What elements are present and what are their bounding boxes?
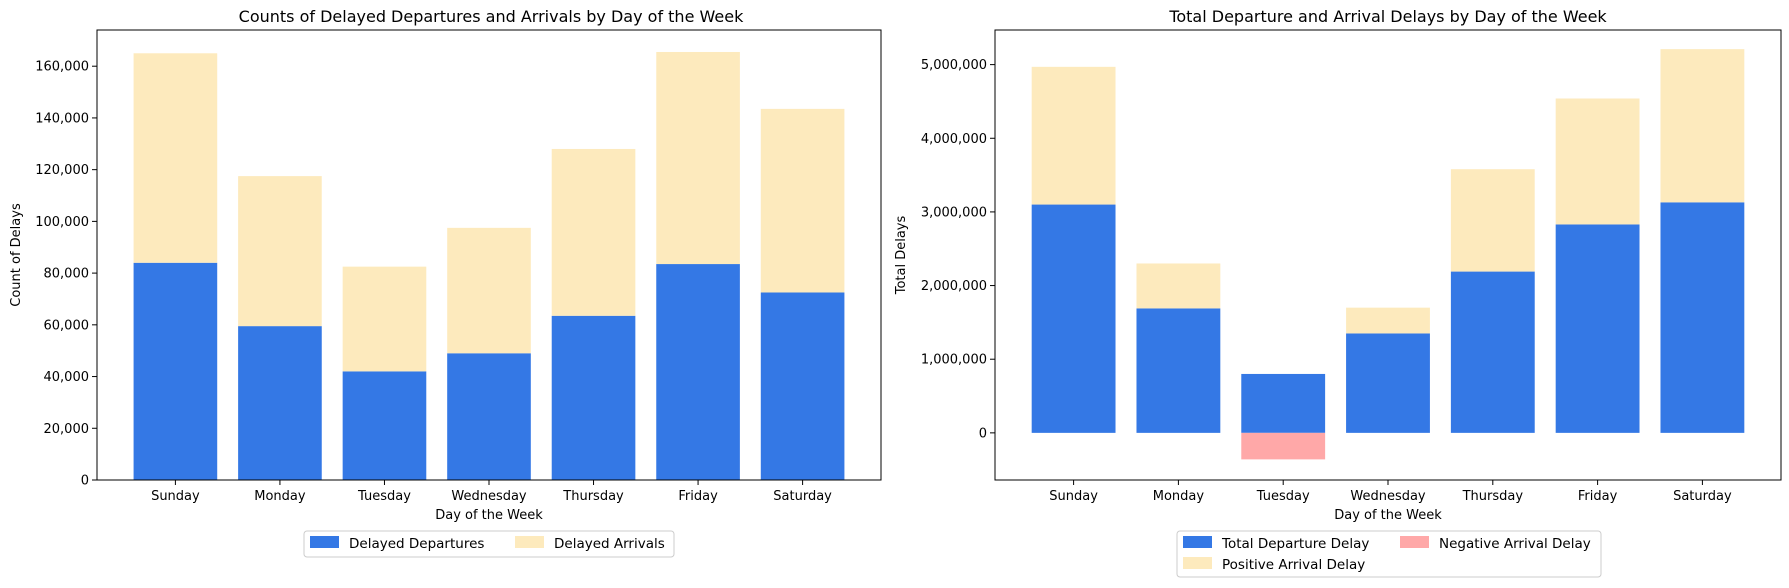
chart-left-bars bbox=[133, 51, 845, 480]
y-tick-label: 0 bbox=[81, 474, 89, 489]
y-tick-label: 100,000 bbox=[35, 215, 89, 230]
x-tick-label: Thursday bbox=[562, 489, 624, 504]
chart-left-y-axis: 0 20,000 40,000 60,000 80,000 100,000 120,000 1… bbox=[35, 60, 97, 489]
legend-label-positive-arrival-delay: Positive Arrival Delay bbox=[1222, 557, 1365, 573]
bar-positive-arrival-delay-monday bbox=[1136, 263, 1221, 309]
bar-delayed-arrivals-friday bbox=[656, 51, 740, 265]
y-tick-label: 120,000 bbox=[35, 163, 89, 178]
bar-total-departure-delay-friday bbox=[1555, 224, 1640, 433]
chart-right-legend: Total Departure Delay Positive Arrival D… bbox=[1176, 530, 1602, 578]
chart-left-legend: Delayed Departures Delayed Arrivals bbox=[303, 530, 675, 558]
chart-left-x-axis: Sunday Monday Tuesday Wednesday Thursday Frid… bbox=[151, 480, 832, 504]
x-tick-label: Tuesday bbox=[1256, 489, 1310, 504]
legend-label-negative-arrival-delay: Negative Arrival Delay bbox=[1439, 536, 1591, 552]
chart-right-x-axis-label: Day of the Week bbox=[1334, 508, 1442, 523]
y-tick-label: 3,000,000 bbox=[921, 205, 987, 220]
x-tick-label: Thursday bbox=[1462, 489, 1524, 504]
legend-swatch-delayed-departures bbox=[310, 536, 339, 548]
bar-delayed-departures-tuesday bbox=[342, 371, 427, 480]
legend-frame bbox=[1176, 530, 1602, 578]
bar-delayed-arrivals-monday bbox=[238, 176, 322, 327]
bar-positive-arrival-delay-friday bbox=[1555, 98, 1640, 225]
legend-label-delayed-arrivals: Delayed Arrivals bbox=[554, 536, 665, 552]
bar-delayed-arrivals-tuesday bbox=[342, 266, 427, 372]
x-tick-label: Tuesday bbox=[357, 489, 411, 504]
legend-swatch-positive-arrival-delay bbox=[1183, 557, 1212, 569]
chart-right-y-axis-label: Total Delays bbox=[894, 216, 909, 296]
legend-swatch-total-departure-delay bbox=[1183, 536, 1212, 548]
bar-total-departure-delay-monday bbox=[1136, 308, 1221, 433]
chart-left-title: Counts of Delayed Departures and Arrival… bbox=[239, 7, 744, 26]
chart-left-x-axis-label: Day of the Week bbox=[435, 508, 543, 523]
bar-total-departure-delay-thursday bbox=[1450, 271, 1535, 433]
y-tick-label: 2,000,000 bbox=[921, 279, 987, 294]
bar-delayed-departures-thursday bbox=[551, 315, 636, 480]
x-tick-label: Saturday bbox=[1673, 489, 1732, 504]
bar-delayed-arrivals-thursday bbox=[551, 148, 636, 316]
bar-total-departure-delay-sunday bbox=[1031, 204, 1116, 433]
bar-delayed-arrivals-saturday bbox=[760, 108, 845, 293]
bar-total-departure-delay-saturday bbox=[1660, 202, 1745, 433]
y-tick-label: 5,000,000 bbox=[921, 58, 987, 73]
x-tick-label: Wednesday bbox=[1350, 489, 1426, 504]
bar-delayed-departures-sunday bbox=[133, 262, 218, 480]
y-tick-label: 60,000 bbox=[44, 318, 90, 333]
y-tick-label: 1,000,000 bbox=[921, 353, 987, 368]
y-tick-label: 40,000 bbox=[44, 370, 90, 385]
bar-negative-arrival-delay-tuesday bbox=[1241, 432, 1326, 460]
legend-frame bbox=[303, 530, 675, 558]
bar-delayed-departures-saturday bbox=[760, 292, 845, 480]
y-tick-label: 80,000 bbox=[44, 267, 90, 282]
bar-delayed-departures-monday bbox=[238, 326, 322, 480]
bar-positive-arrival-delay-saturday bbox=[1660, 49, 1745, 203]
bar-total-departure-delay-tuesday bbox=[1241, 373, 1326, 433]
x-tick-label: Monday bbox=[254, 489, 306, 504]
chart-right-y-axis: 0 1,000,000 2,000,000 3,000,000 4,000,000 5,0… bbox=[921, 58, 995, 441]
bar-positive-arrival-delay-wednesday bbox=[1346, 307, 1430, 334]
chart-left-y-axis-label: Count of Delays bbox=[9, 203, 24, 307]
x-tick-label: Wednesday bbox=[451, 489, 527, 504]
x-tick-label: Friday bbox=[678, 489, 718, 504]
legend-swatch-delayed-arrivals bbox=[515, 536, 544, 548]
chart-left: Counts of Delayed Departures and Arrival… bbox=[9, 7, 882, 558]
y-tick-label: 0 bbox=[979, 426, 987, 441]
chart-right-bars bbox=[1031, 49, 1745, 460]
y-tick-label: 140,000 bbox=[35, 111, 89, 126]
bar-delayed-arrivals-sunday bbox=[133, 53, 218, 263]
x-tick-label: Sunday bbox=[1049, 489, 1098, 504]
chart-right-x-axis: Sunday Monday Tuesday Wednesday Thursday Frid… bbox=[1049, 480, 1732, 504]
bar-delayed-arrivals-wednesday bbox=[447, 227, 531, 354]
y-tick-label: 4,000,000 bbox=[921, 132, 987, 147]
bar-positive-arrival-delay-thursday bbox=[1450, 169, 1535, 272]
bar-delayed-departures-friday bbox=[656, 264, 740, 480]
y-tick-label: 160,000 bbox=[35, 60, 89, 75]
bar-total-departure-delay-wednesday bbox=[1346, 333, 1430, 433]
x-tick-label: Saturday bbox=[773, 489, 832, 504]
legend-label-total-departure-delay: Total Departure Delay bbox=[1221, 536, 1369, 552]
legend-swatch-negative-arrival-delay bbox=[1400, 536, 1429, 548]
legend-label-delayed-departures: Delayed Departures bbox=[349, 536, 484, 552]
y-tick-label: 20,000 bbox=[44, 422, 90, 437]
chart-right: Total Departure and Arrival Delays by Da… bbox=[894, 7, 1782, 578]
x-tick-label: Sunday bbox=[151, 489, 200, 504]
chart-right-title: Total Departure and Arrival Delays by Da… bbox=[1168, 7, 1607, 26]
bar-delayed-departures-wednesday bbox=[447, 353, 531, 480]
bar-positive-arrival-delay-sunday bbox=[1031, 66, 1116, 205]
x-tick-label: Friday bbox=[1578, 489, 1618, 504]
x-tick-label: Monday bbox=[1153, 489, 1205, 504]
